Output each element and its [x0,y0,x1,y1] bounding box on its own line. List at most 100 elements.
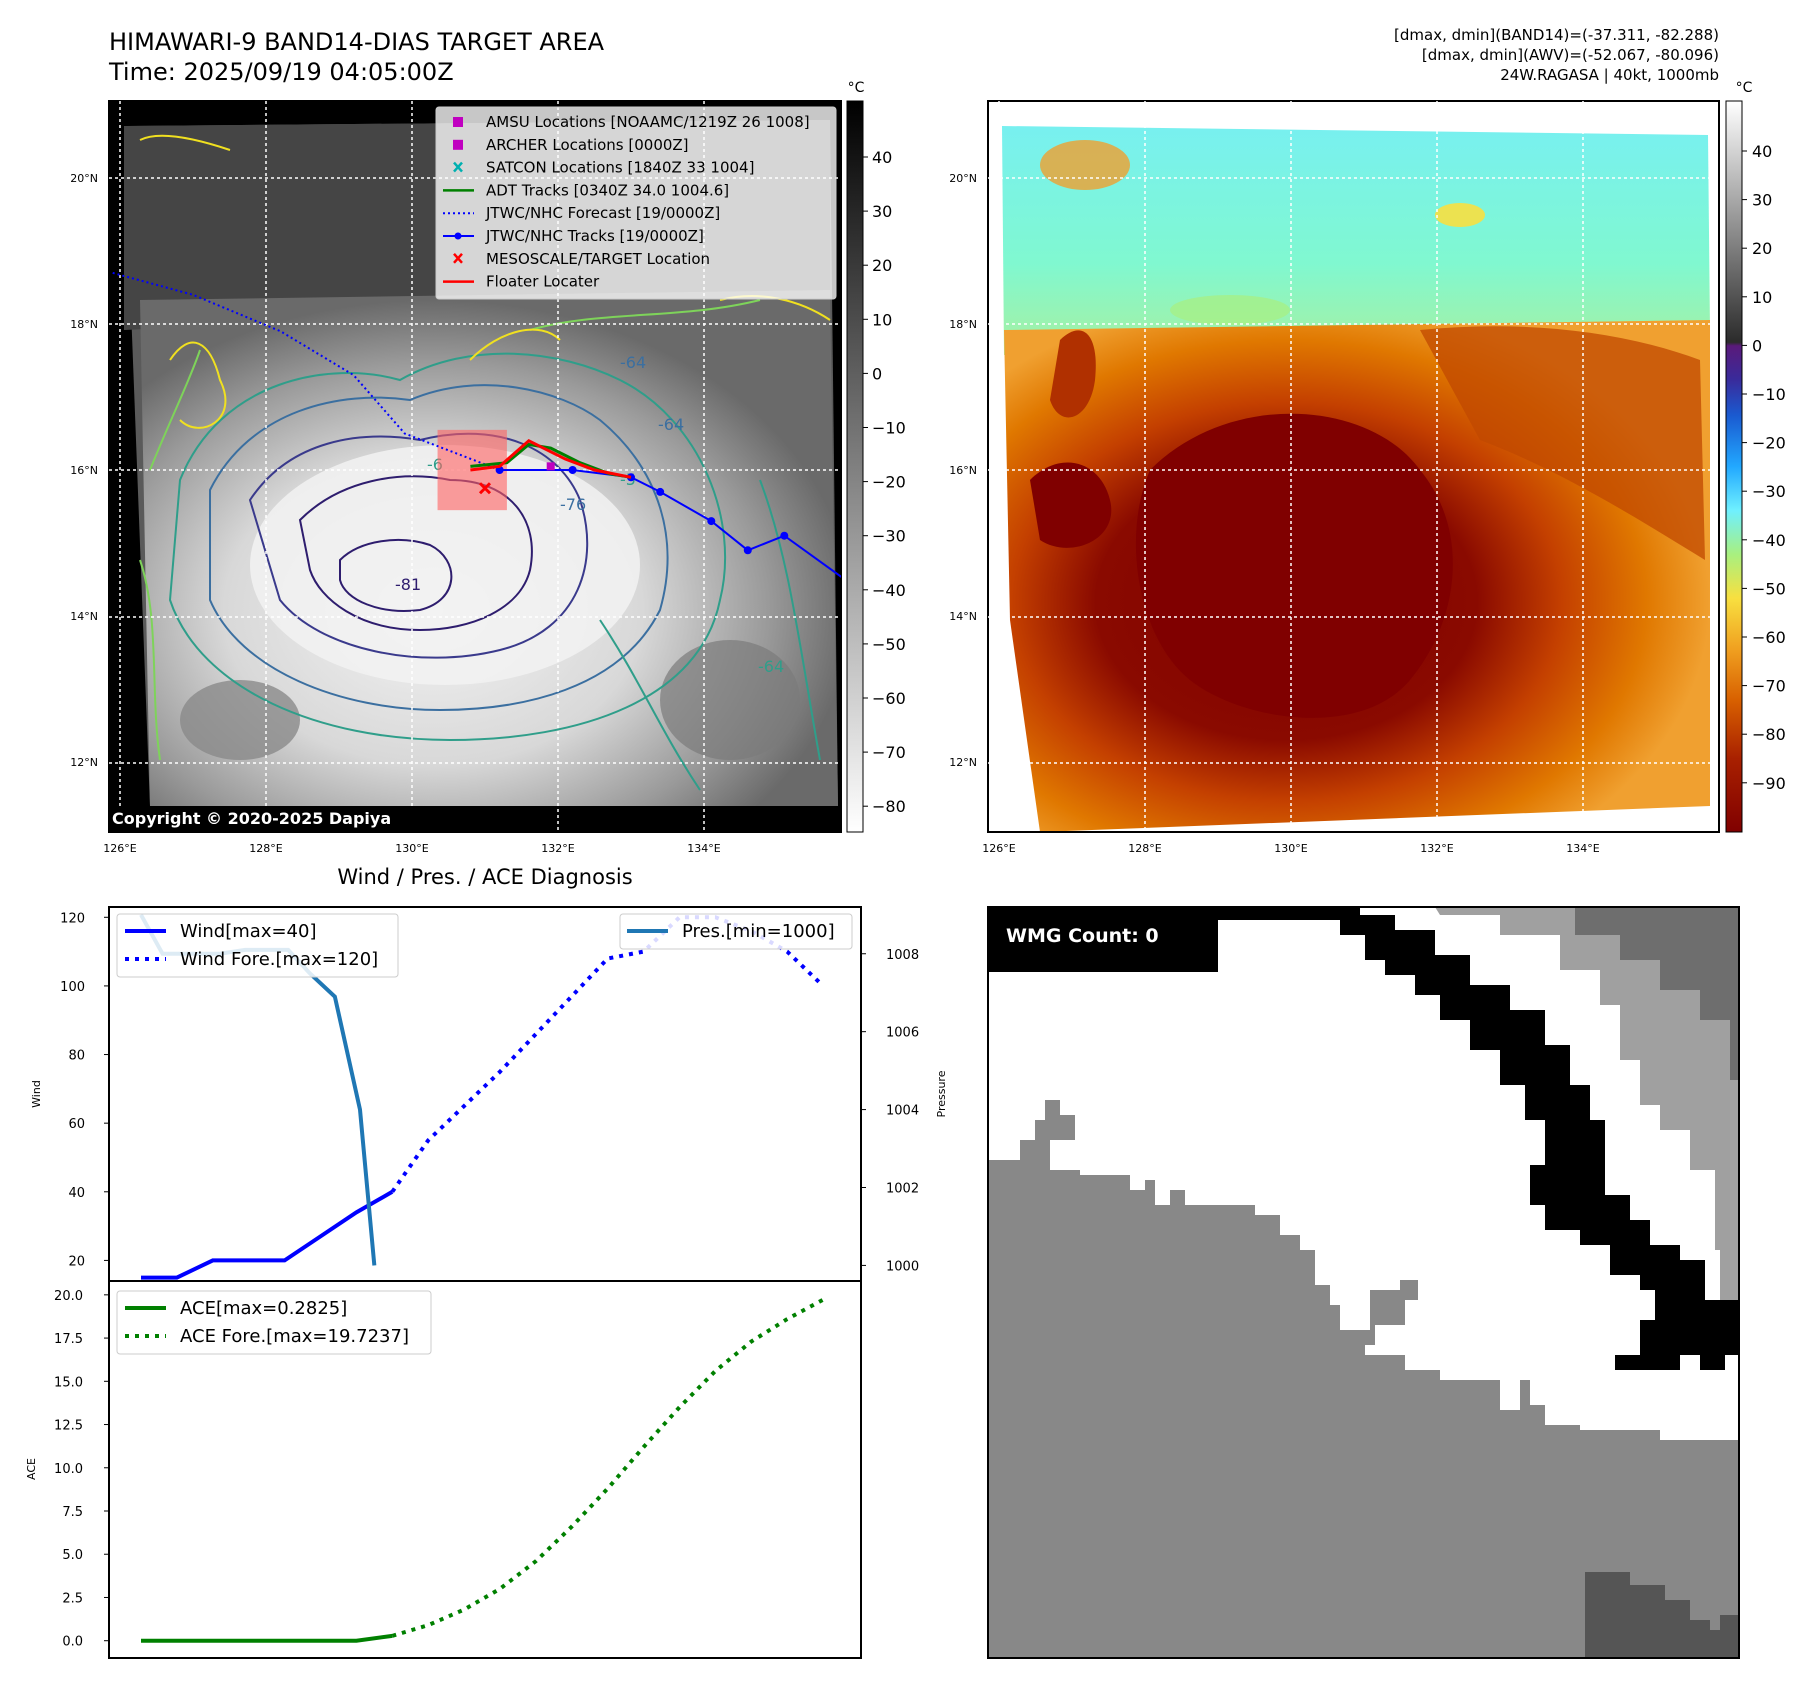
floater-line [470,439,632,479]
color-map-frame [987,100,1720,833]
map2-lat-labels: 20°N 18°N 16°N 14°N 12°N [949,172,977,769]
legend-entry: JTWC/NHC Tracks [19/0000Z] [443,227,704,245]
wind-ylabel: Wind [30,1080,43,1108]
colorbar-tick-label: −80 [1752,725,1786,744]
jtwc-track-point [707,517,716,526]
pressure-ytick-label: 1004 [886,1104,919,1119]
ace-forecast-legend-label: ACE Fore.[max=19.7237] [180,1326,409,1347]
lat-tick-label: 18°N [949,318,977,331]
wind-ytick-label: 80 [68,1049,85,1064]
map2-lon-labels: 126°E 128°E 130°E 132°E 134°E [982,842,1599,855]
colorbar-tick-label: −40 [1752,531,1786,550]
colorbar-tick-label: −60 [1752,628,1786,647]
ace-forecast-line [391,1297,825,1638]
contour-label: -64 [620,353,646,372]
colorbar-tick-label: −40 [872,581,906,600]
colorbar-tick-label: −10 [872,419,906,438]
legend-label: ADT Tracks [0340Z 34.0 1004.6] [486,181,729,199]
wind-ytick-label: 100 [60,980,85,995]
lon-tick-label: 128°E [1128,842,1161,855]
pressure-ytick-label: 1002 [886,1182,919,1197]
wind-forecast-line [390,915,825,1193]
info-line3: 24W.RAGASA | 40kt, 1000mb [1500,66,1719,84]
contour-label: -64 [758,657,784,676]
info-line1: [dmax, dmin](BAND14)=(-37.311, -82.288) [1394,26,1719,44]
colorbar-tick-label: −20 [1752,434,1786,453]
colorbar-tick-label: 40 [1752,142,1772,161]
colorbar-tick-label: 30 [1752,191,1772,210]
colorbar-tick-label: 10 [1752,288,1772,307]
lon-tick-label: 132°E [541,842,574,855]
legend-label: Floater Locater [486,273,600,291]
wind-legend: Wind[max=40] Wind Fore.[max=120] [116,913,399,978]
lat-tick-label: 14°N [70,610,98,623]
wind-forecast-legend-label: Wind Fore.[max=120] [180,949,378,970]
copyright-badge [108,806,420,830]
wind-ytick-label: 40 [68,1186,85,1201]
legend-label: SATCON Locations [1840Z 33 1004] [486,159,754,177]
colorbar-tick-label: −90 [1752,774,1786,793]
contours [139,134,831,791]
colorbar-tick-label: −70 [1752,677,1786,696]
pressure-legend-label: Pres.[min=1000] [682,921,835,942]
map1-legend: AMSU Locations [NOAAMC/1219Z 26 1008] ARC… [435,106,837,300]
color-ir-map [988,101,1719,832]
pressure-ytick-label: 1000 [886,1259,919,1274]
colorbar-tick-label: −20 [872,473,906,492]
legend-entry: ADT Tracks [0340Z 34.0 1004.6] [443,181,729,199]
wmg-mid-region [1575,907,1740,1080]
wind-legend-label: Wind[max=40] [180,921,317,942]
jtwc-track-point [743,546,752,555]
legend-entry: MESOSCALE/TARGET Location [453,250,710,268]
legend-square-icon [453,117,463,127]
legend-label: MESOSCALE/TARGET Location [486,250,710,268]
colorbar-tick-label: −50 [872,635,906,654]
grayscale-colorbar-ticks: 40 30 20 10 0 −10 −20 −30 −40 −50 −60 −70 −80 [863,148,906,816]
ace-legend-label: ACE[max=0.2825] [180,1298,347,1319]
grayscale-colorbar-unit: °C [848,80,865,96]
colorbar-tick-label: −60 [872,689,906,708]
legend-label: AMSU Locations [NOAAMC/1219Z 26 1008] [486,113,810,131]
map1-lon-labels: 126°E 128°E 130°E 132°E 134°E [103,842,720,855]
wmg-panel [988,907,1740,1658]
lat-tick-label: 16°N [70,464,98,477]
jtwc-track-point [780,531,789,540]
ace-legend: ACE[max=0.2825] ACE Fore.[max=19.7237] [116,1290,432,1355]
colorbar-tick-label: 0 [872,364,882,383]
wind-yticks: 20 40 60 80 100 120 [60,911,109,1269]
wind-ytick-label: 20 [68,1254,85,1269]
lon-tick-label: 126°E [982,842,1015,855]
ace-yticks: 0.0 2.5 5.0 7.5 10.0 12.5 15.0 17.5 20.0 [54,1289,109,1650]
ace-series [141,1297,825,1643]
grayscale-map-frame [108,100,842,833]
pressure-legend: Pres.[min=1000] [619,913,853,950]
ace-observed-line [141,1633,393,1643]
grayscale-colorbar [846,100,864,833]
legend-label: JTWC/NHC Forecast [19/0000Z] [485,204,720,222]
ace-ytick-label: 20.0 [54,1289,83,1304]
lon-tick-label: 134°E [687,842,720,855]
lon-tick-label: 126°E [103,842,136,855]
colorbar-tick-label: −80 [872,797,906,816]
legend-entry: ARCHER Locations [0000Z] [453,136,689,154]
ace-ytick-label: 15.0 [54,1375,83,1390]
figure-title-line1: HIMAWARI-9 BAND14-DIAS TARGET AREA [109,28,605,56]
pressure-ytick-label: 1008 [886,948,919,963]
info-line2: [dmax, dmin](AWV)=(-52.067, -80.096) [1422,46,1719,64]
legend-x-icon [453,252,463,264]
jtwc-forecast-line [112,271,500,471]
ace-ylabel: ACE [25,1458,38,1480]
lat-tick-label: 12°N [70,756,98,769]
lat-tick-label: 14°N [949,610,977,623]
contour-label: -64 [658,415,684,434]
wmg-dark-region [1585,1572,1740,1658]
lon-tick-label: 132°E [1420,842,1453,855]
colorbar-tick-label: 30 [872,202,892,221]
diagnosis-title: Wind / Pres. / ACE Diagnosis [337,865,632,889]
color-colorbar-ticks: 40 30 20 10 0 −10 −20 −30 −40 −50 −60 −70 −80 −90 [1742,142,1786,793]
wind-ytick-label: 120 [60,911,85,926]
lon-tick-label: 128°E [249,842,282,855]
legend-label: JTWC/NHC Tracks [19/0000Z] [485,227,704,245]
pressure-yticks: 1000 1002 1004 1006 1008 [861,948,919,1274]
pressure-ylabel: Pressure [935,1070,948,1117]
